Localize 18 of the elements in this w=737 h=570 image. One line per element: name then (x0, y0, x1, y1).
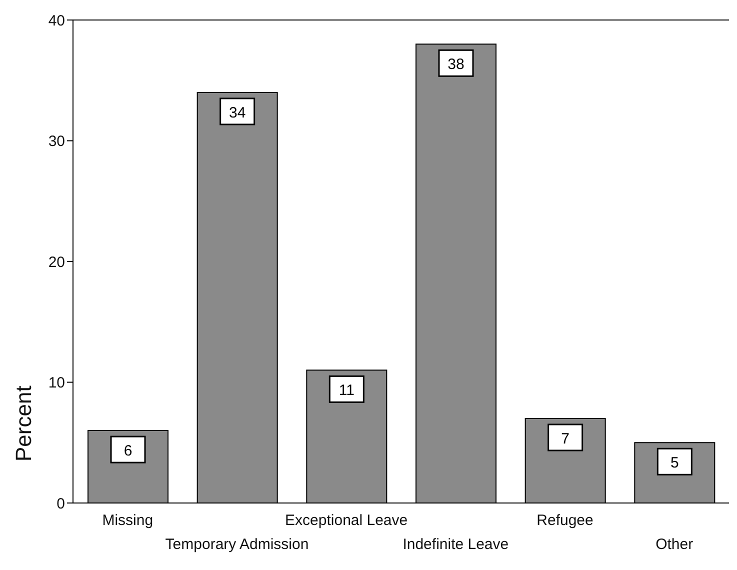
y-tick-label: 40 (48, 12, 65, 30)
y-tick-label: 30 (48, 133, 65, 150)
data-label: 7 (561, 430, 570, 448)
x-tick-label: Exceptional Leave (285, 512, 408, 529)
data-label: 38 (448, 56, 464, 74)
x-tick-label: Missing (102, 512, 154, 529)
x-tick-label: Other (656, 536, 694, 553)
x-tick-label: Temporary Admission (165, 536, 309, 553)
data-label: 6 (124, 442, 132, 460)
x-tick-label: Refugee (536, 512, 594, 529)
y-tick-label: 20 (48, 254, 65, 271)
y-tick-label: 0 (56, 495, 65, 512)
y-tick-label: 10 (48, 374, 65, 392)
data-label: 11 (338, 382, 354, 400)
data-label: 34 (228, 104, 246, 122)
x-tick-label: Indefinite Leave (402, 536, 509, 553)
data-label: 5 (670, 454, 679, 472)
y-axis-title: Percent (10, 386, 36, 462)
